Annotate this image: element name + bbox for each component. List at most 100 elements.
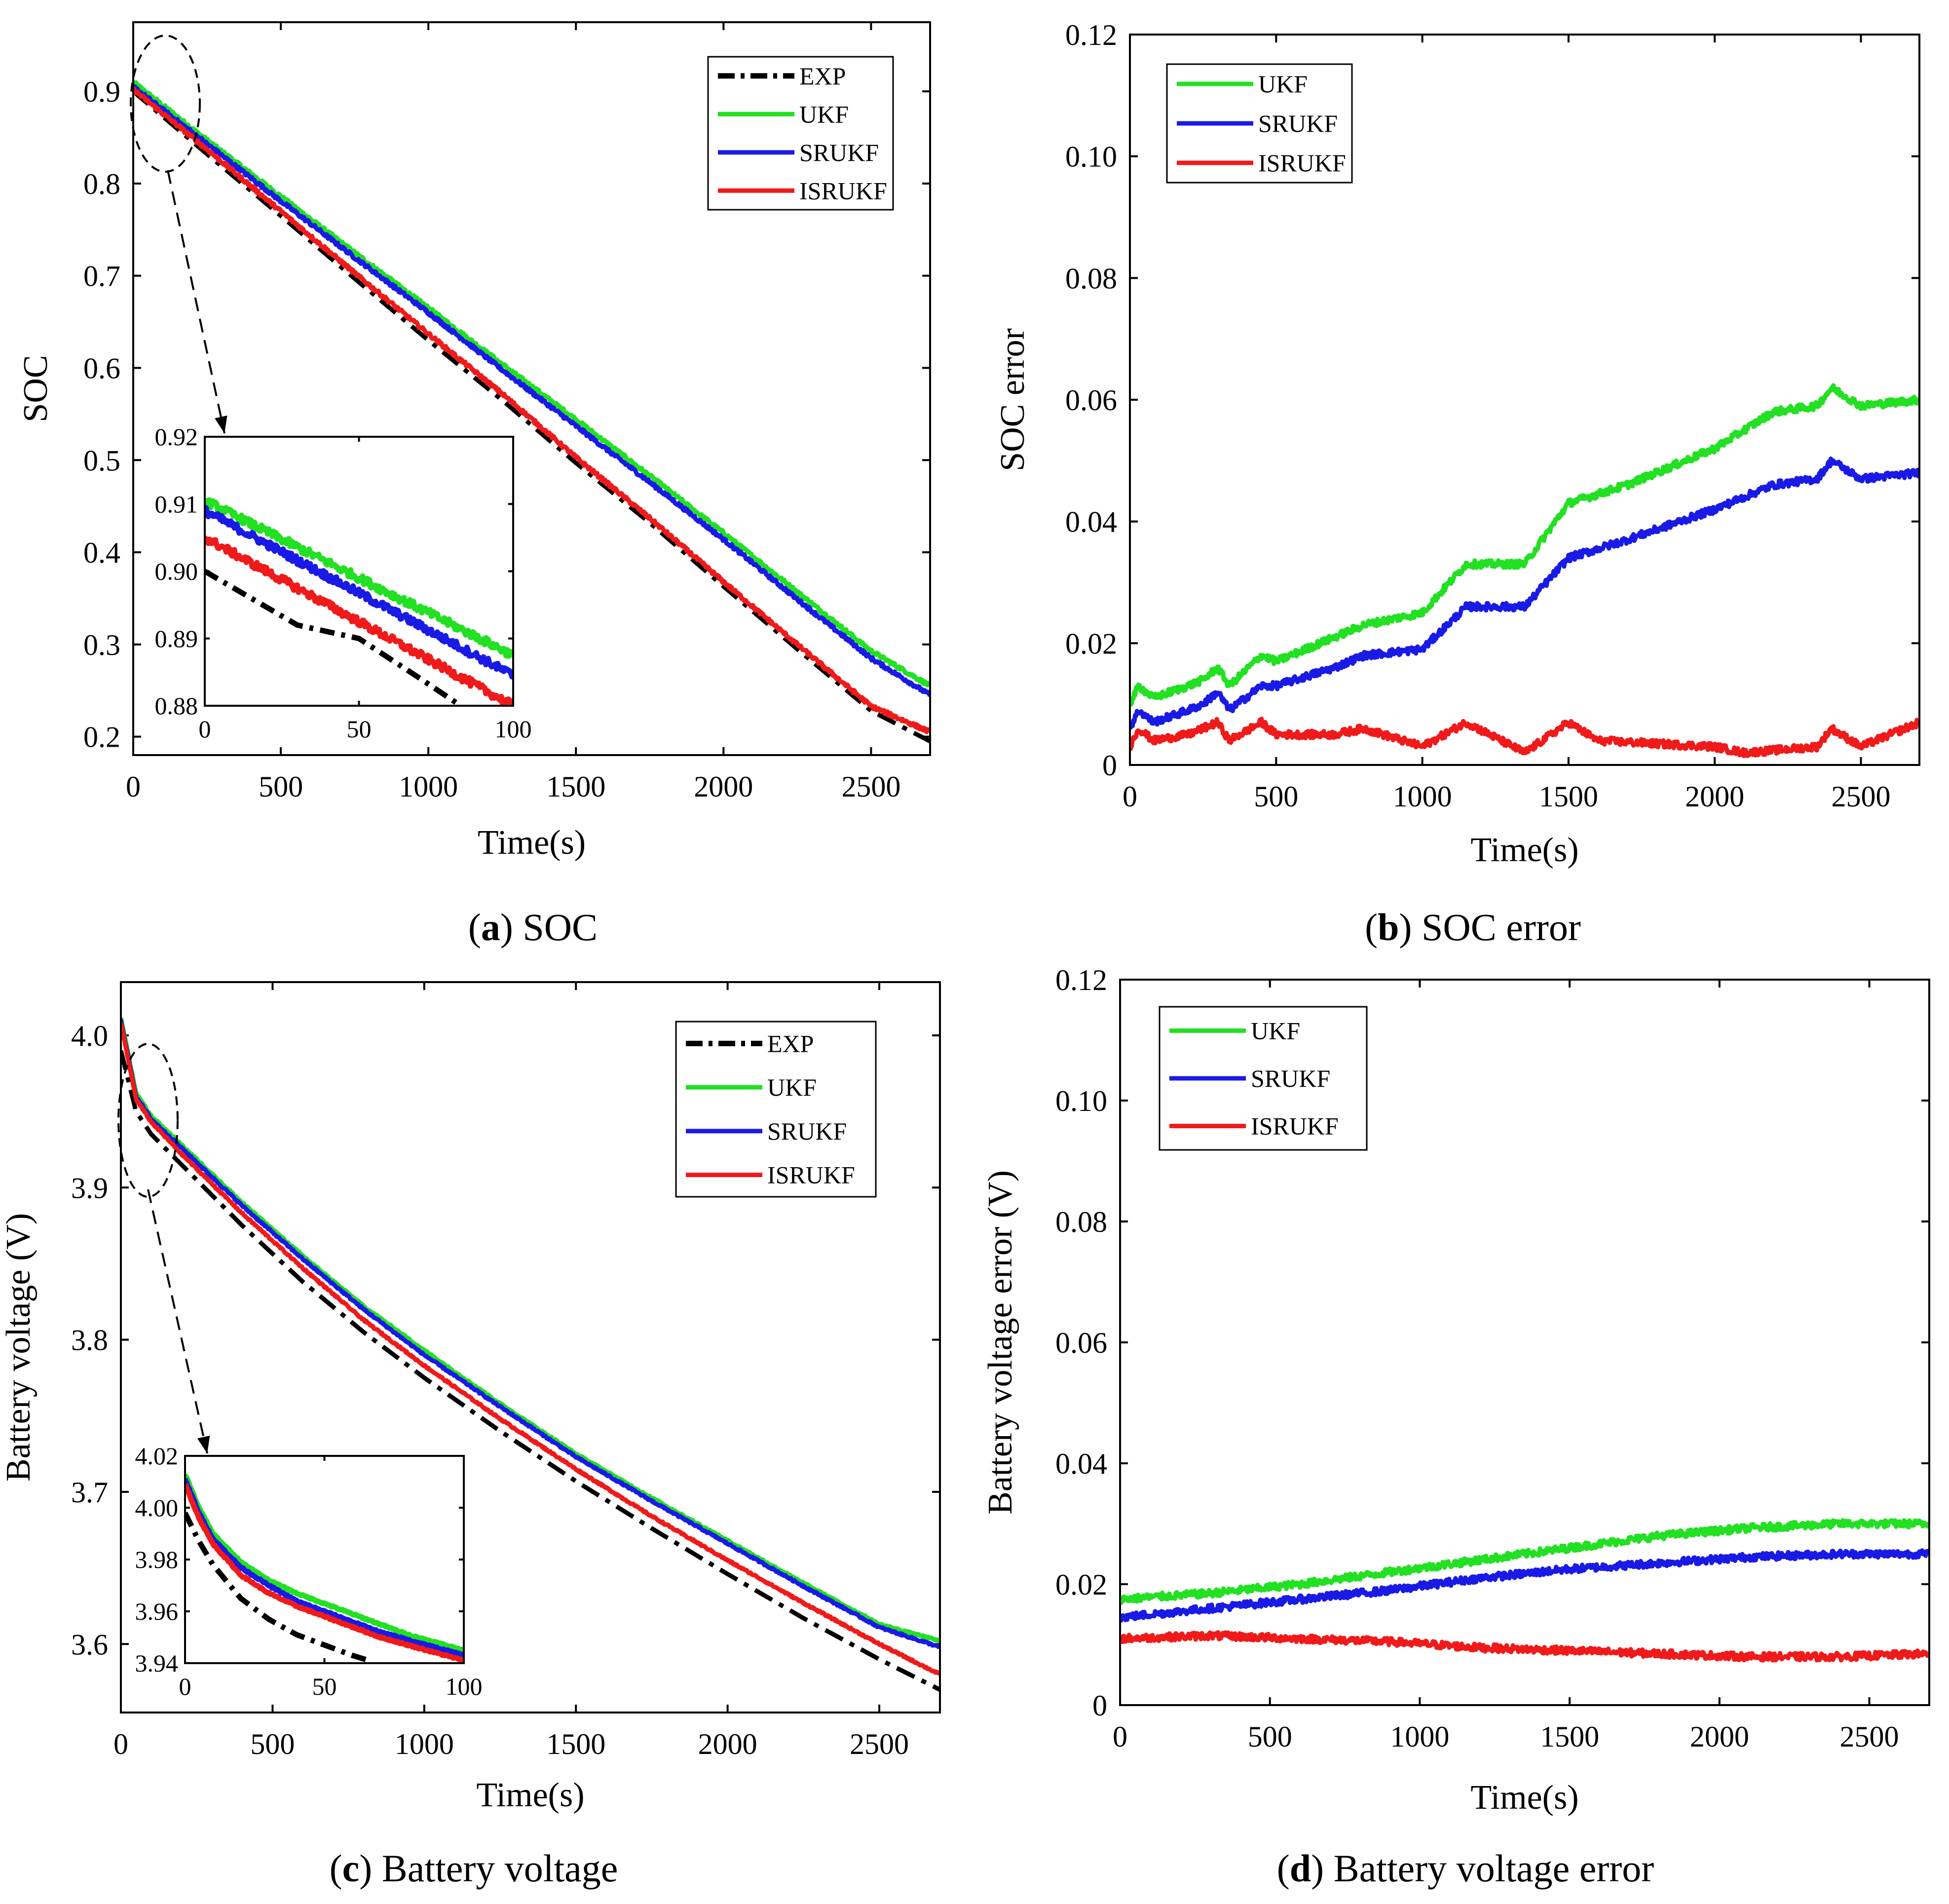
panel-b-legend-label-srukf: SRUKF — [1258, 110, 1338, 137]
panel-c-zoom-arrow-line — [147, 1189, 208, 1454]
panel-b-series-ukf — [1130, 383, 1919, 707]
panel-b-soc-error: 0 500 1000 1500 2000 2500 0 0.02 0.04 0.06 0.08 0.1… — [994, 19, 1920, 869]
svg-text:(c) Battery voltage: (c) Battery voltage — [330, 1847, 618, 1890]
panel-d-xtick-label: 0 — [1113, 1720, 1127, 1753]
panel-d-series-srukf — [1120, 1548, 1929, 1623]
panel-d-series-isrukf — [1120, 1630, 1929, 1663]
caption-a: (a) SOC — [468, 906, 598, 949]
panel-d-ytick-label: 0 — [1092, 1689, 1107, 1722]
panel-a-xtick-label: 2500 — [841, 770, 900, 803]
panel-d-battery-voltage-error: 0 500 1000 1500 2000 2500 0 0.02 0.04 0.06 0.08 0.1… — [981, 964, 1930, 1817]
panel-c-xtick-label: 1000 — [395, 1728, 454, 1760]
panel-d-ytick-label: 0.10 — [1055, 1085, 1107, 1117]
panel-c-inset-xtick-label: 50 — [312, 1673, 337, 1700]
panel-b-ytick-label: 0.06 — [1065, 384, 1117, 417]
panel-b-ytick-label: 0.04 — [1065, 506, 1117, 538]
panel-a-inset-ytick-label: 0.89 — [155, 625, 198, 652]
panel-a-zoom-arrow-head — [215, 416, 227, 433]
panel-a-inset-series-isrukf — [205, 535, 513, 706]
panel-c-inset-ytick-label: 3.96 — [135, 1598, 179, 1625]
panel-b-xtick-label: 500 — [1254, 780, 1298, 813]
panel-c-ytick-label: 3.6 — [71, 1628, 108, 1661]
panel-a-inset-ytick-label: 0.92 — [155, 423, 198, 451]
panel-d-legend-label-ukf: UKF — [1251, 1017, 1300, 1044]
panel-b-ytick-label: 0.12 — [1065, 19, 1117, 51]
panel-b-legend-label-ukf: UKF — [1258, 70, 1308, 98]
panel-c-series-srukf — [121, 1019, 940, 1649]
panel-c-inset-plot — [185, 1473, 464, 1663]
panel-a-ylabel: SOC — [17, 355, 55, 422]
caption-d: (d) Battery voltage error — [1277, 1847, 1654, 1890]
panel-c-xtick-label: 2000 — [698, 1728, 757, 1760]
panel-c-legend-label-exp: EXP — [767, 1029, 814, 1057]
panel-c-plot-area — [121, 1017, 940, 1692]
panel-a-series-exp — [133, 89, 930, 743]
panel-a-soc: 0 500 1000 1500 2000 25000.20.30.40.50.60.70.… — [17, 21, 931, 862]
panel-a-plot-area — [133, 80, 930, 743]
panel-c-series-exp — [121, 1050, 940, 1692]
panel-a-series-srukf — [133, 84, 930, 697]
panel-a-ytick-label: 0.6 — [83, 352, 120, 384]
panel-b-xtick-label: 1000 — [1393, 780, 1452, 813]
panel-c-inset-series-isrukf — [185, 1483, 464, 1663]
panel-d-series-ukf — [1120, 1518, 1929, 1605]
panel-a-inset-series-srukf — [205, 505, 513, 680]
panel-c-inset-series-ukf — [185, 1473, 464, 1653]
panel-c-xtick-label: 0 — [113, 1728, 128, 1760]
panel-d-ytick-label: 0.04 — [1055, 1447, 1107, 1480]
panel-b-legend-label-isrukf: ISRUKF — [1258, 149, 1346, 177]
panel-c-legend-label-ukf: UKF — [767, 1073, 817, 1101]
panel-b-ytick-label: 0.10 — [1065, 141, 1117, 173]
panel-a-inset-series-exp — [205, 569, 462, 706]
panel-d-xtick-label: 1000 — [1390, 1720, 1449, 1753]
panel-a-legend-label-isrukf: ISRUKF — [799, 177, 887, 204]
panel-a-xtick-label: 0 — [126, 770, 141, 803]
panel-d-xtick-label: 500 — [1248, 1720, 1292, 1753]
panel-d-ytick-label: 0.02 — [1055, 1568, 1107, 1601]
panel-c-inset-ytick-label: 3.94 — [135, 1649, 179, 1677]
panel-a-ytick-label: 0.3 — [83, 629, 120, 661]
panel-b-xtick-label: 2500 — [1831, 780, 1890, 813]
panel-a-inset-xtick-label: 100 — [495, 715, 532, 743]
panel-a-inset-bg — [205, 437, 513, 706]
panel-a-xlabel: Time(s) — [478, 824, 586, 862]
panel-a-ytick-label: 0.9 — [83, 76, 120, 108]
panel-d-ylabel: Battery voltage error (V) — [981, 1170, 1019, 1515]
panel-d-ytick-label: 0.12 — [1055, 964, 1107, 996]
panel-c-xtick-label: 2500 — [850, 1728, 909, 1760]
panel-a-inset-xtick-label: 0 — [199, 715, 211, 743]
panel-a-ytick-label: 0.8 — [83, 168, 120, 200]
panel-a-inset-xtick-label: 50 — [347, 715, 372, 743]
panel-b-ytick-label: 0.08 — [1065, 262, 1117, 295]
panel-c-xlabel: Time(s) — [476, 1776, 584, 1814]
panel-a-inset-series-ukf — [205, 497, 513, 659]
panel-c-inset-xtick-label: 100 — [446, 1673, 483, 1700]
panel-a-inset-ytick-label: 0.90 — [155, 558, 198, 585]
panel-b-xtick-label: 1500 — [1539, 780, 1598, 813]
panel-a-ytick-label: 0.4 — [83, 536, 120, 569]
panel-b-axes-frame — [1129, 34, 1920, 766]
panel-b-xtick-label: 2000 — [1685, 780, 1744, 813]
svg-text:(a) SOC: (a) SOC — [468, 906, 598, 949]
panel-b-series-isrukf — [1130, 717, 1919, 759]
panel-c-inset-xtick-label: 0 — [179, 1673, 191, 1700]
panel-c-xtick-label: 1500 — [546, 1728, 605, 1760]
panel-d-ytick-label: 0.08 — [1055, 1206, 1107, 1238]
panel-c-legend-label-srukf: SRUKF — [767, 1117, 847, 1145]
panel-c-battery-voltage: 0 500 1000 1500 2000 25003.63.73.83.94.0Time(… — [0, 981, 941, 1814]
panel-c-xtick-label: 500 — [250, 1728, 295, 1760]
panel-c-inset-frame — [184, 1455, 465, 1664]
panel-d-xlabel: Time(s) — [1470, 1779, 1578, 1817]
panel-c-legend-label-isrukf: ISRUKF — [767, 1161, 855, 1189]
panel-d-xtick-label: 2000 — [1690, 1720, 1749, 1753]
panel-d-axes-frame — [1119, 979, 1930, 1706]
panel-a-series-ukf — [133, 80, 930, 688]
panel-d-plot-area — [1120, 1518, 1929, 1663]
panel-a-ytick-label: 0.2 — [83, 721, 120, 754]
panel-c-inset-series-srukf — [185, 1478, 464, 1658]
panel-b-ytick-label: 0.02 — [1065, 627, 1117, 660]
svg-text:(b) SOC error: (b) SOC error — [1365, 906, 1581, 949]
panel-d-xtick-label: 1500 — [1540, 1720, 1599, 1753]
panel-d-xtick-label: 2500 — [1840, 1720, 1899, 1753]
